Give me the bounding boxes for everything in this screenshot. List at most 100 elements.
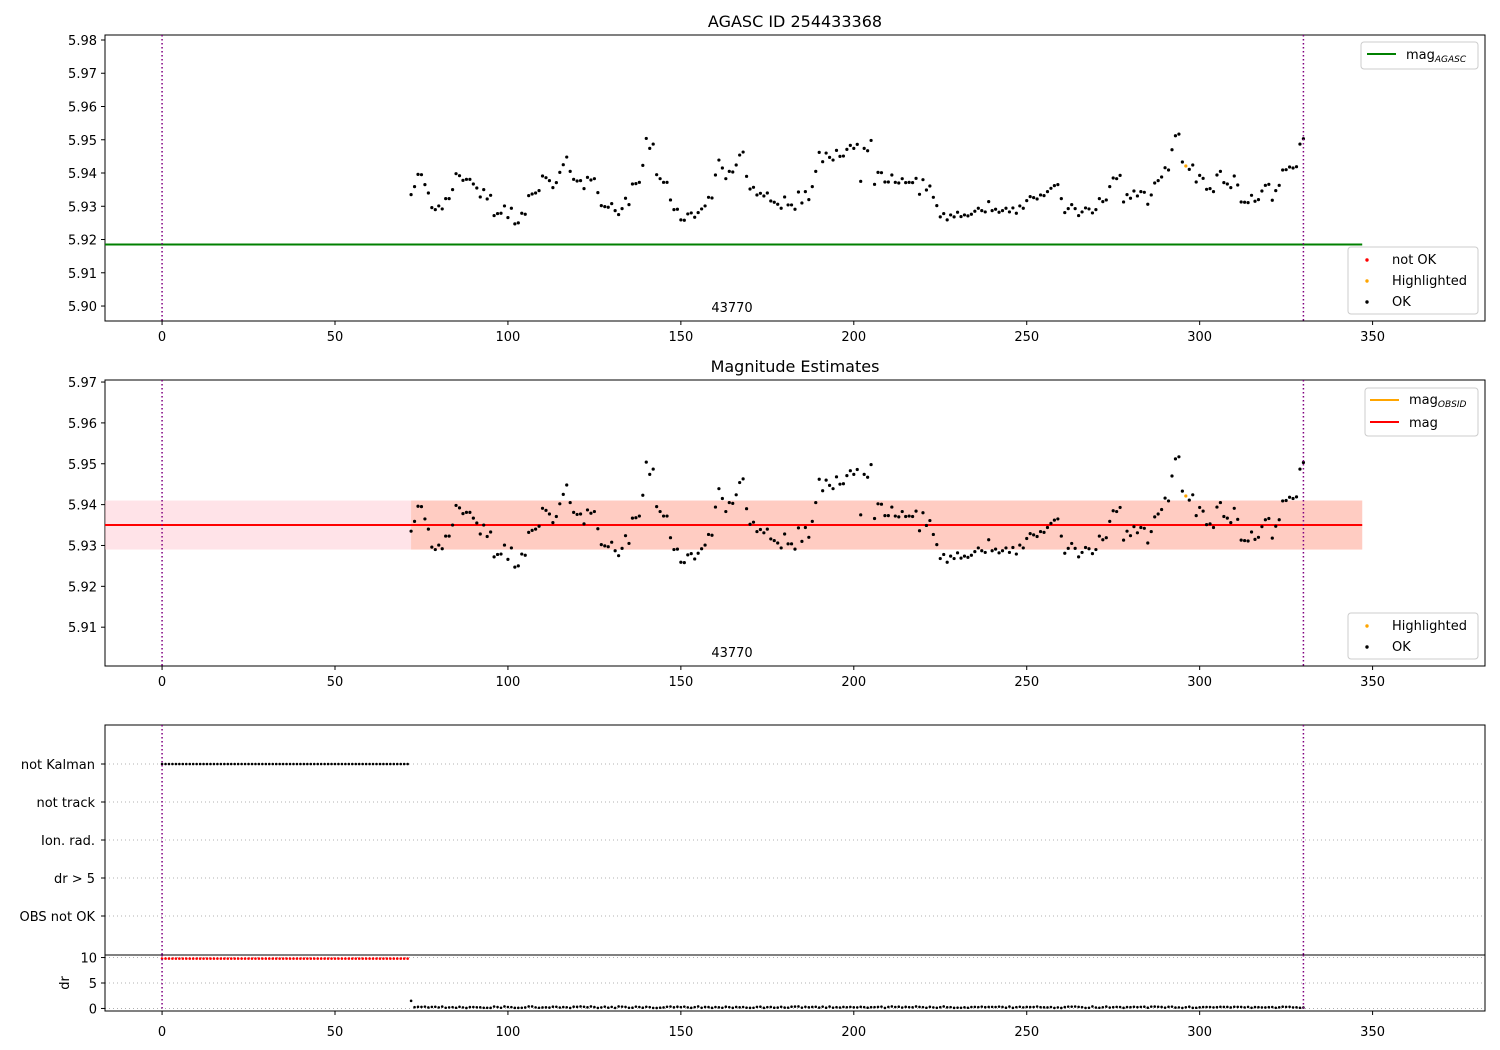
dr-high-point xyxy=(274,957,278,960)
panel2-ok-point xyxy=(516,564,520,568)
panel2-xtick-label: 250 xyxy=(1014,675,1039,690)
panel1-ok-point xyxy=(1177,132,1181,136)
dr-high-point xyxy=(167,957,171,960)
dr-point xyxy=(1004,1006,1008,1009)
dr-point xyxy=(1229,1006,1233,1009)
panel2-ok-point xyxy=(1163,496,1167,500)
dr-point xyxy=(527,1005,530,1008)
dr-point xyxy=(1243,1006,1246,1009)
dr-point xyxy=(1187,1005,1191,1009)
dr-point xyxy=(831,1006,835,1009)
panel1-ok-point xyxy=(523,212,527,216)
panel2-ok-point xyxy=(1070,541,1074,546)
panel1-ok-point xyxy=(547,179,552,183)
panel2-ok-point xyxy=(834,475,839,479)
panel1-ytick-label: 5.97 xyxy=(68,67,97,82)
dr-high-point xyxy=(357,957,361,960)
panel2-ok-point xyxy=(976,546,980,550)
panel1-ok-point xyxy=(935,204,939,208)
dr-point xyxy=(468,1005,472,1009)
not-kalman-flag-point xyxy=(219,762,223,766)
dr-high-point xyxy=(312,957,316,960)
dr-point xyxy=(997,1005,1001,1008)
not-kalman-flag-point xyxy=(205,762,209,766)
dr-point xyxy=(1219,1005,1222,1009)
panel1-ok-point xyxy=(1249,193,1254,197)
dr-point xyxy=(1250,1006,1253,1010)
panel1-ok-point xyxy=(561,163,565,167)
dr-point xyxy=(1212,1006,1215,1009)
panel2-ok-point xyxy=(502,543,507,547)
not-kalman-flag-point xyxy=(309,762,313,766)
panel2-ok-point xyxy=(924,523,929,528)
panel1-xtick-label: 200 xyxy=(841,330,866,345)
dr-high-point xyxy=(216,957,219,960)
not-kalman-flag-point xyxy=(340,762,344,766)
dr-point xyxy=(727,1005,731,1009)
panel1-ok-point xyxy=(1111,176,1115,180)
dr-point xyxy=(1274,1006,1278,1010)
panel2-ok-point xyxy=(831,487,835,491)
panel1-ok-point xyxy=(1229,186,1233,190)
dr-point xyxy=(572,1005,575,1009)
panel2-ok-point xyxy=(468,510,472,514)
panel2-marks xyxy=(105,380,1363,666)
panel2-ok-point xyxy=(544,508,548,512)
panel1-ytick-label: 5.92 xyxy=(68,234,97,249)
panel1-ok-point xyxy=(419,173,424,177)
panel1-ok-point xyxy=(568,169,572,173)
panel1-title: AGASC ID 254433368 xyxy=(708,12,882,31)
panel1-ok-point xyxy=(893,180,897,184)
panel1-ok-point xyxy=(990,208,994,213)
panel2-ok-point xyxy=(765,527,769,531)
panel2-ok-point xyxy=(741,477,745,481)
panel2-ok-point xyxy=(1004,546,1008,550)
dr-point xyxy=(1080,1005,1084,1009)
panel1-ok-point xyxy=(534,191,538,195)
dr-point xyxy=(561,1005,565,1009)
panel2-ok-point xyxy=(866,475,870,479)
dr-point xyxy=(821,1005,824,1008)
panel2-ok-point xyxy=(1253,537,1257,541)
panel2-ok-point xyxy=(457,506,462,510)
panel2-ok-point xyxy=(713,505,718,509)
panel1-ok-point xyxy=(1066,206,1070,211)
dr-high-point xyxy=(350,957,354,960)
panel1-ok-point xyxy=(582,187,586,191)
dr-point xyxy=(883,1006,887,1010)
panel1-ok-point xyxy=(1007,210,1012,214)
dr-high-point xyxy=(309,957,313,960)
panel1-ok-point xyxy=(641,163,645,167)
dr-point xyxy=(755,1005,759,1009)
panel2-ok-point xyxy=(471,516,475,520)
dr-point xyxy=(523,1006,527,1009)
panel1-ok-point xyxy=(1166,168,1171,172)
panel1-ok-point xyxy=(492,213,496,218)
dr-point xyxy=(980,1005,984,1008)
panel1-ok-point xyxy=(1097,197,1101,201)
panel1-ok-point xyxy=(710,196,714,200)
panel2-ok-point xyxy=(585,508,590,512)
dr-point xyxy=(593,1005,596,1009)
dr-point xyxy=(409,999,413,1003)
panel2-xtick-label: 100 xyxy=(496,675,521,690)
panel1-ok-point xyxy=(464,177,469,181)
dr-point xyxy=(949,1005,952,1009)
panel2-ok-point xyxy=(1249,530,1254,534)
panel1-ok-point xyxy=(876,170,880,174)
panel1-ok-point xyxy=(637,180,641,184)
not-kalman-flag-point xyxy=(354,762,358,766)
dr-point xyxy=(558,1006,562,1009)
panel1-ok-point xyxy=(468,177,472,181)
panel4-xtick-label: 300 xyxy=(1187,1025,1212,1040)
panel1-ok-point xyxy=(1059,197,1063,201)
dr-high-point xyxy=(399,957,403,960)
panel1-ok-point xyxy=(544,176,548,180)
panel1-ok-point xyxy=(495,211,500,216)
dr-point xyxy=(779,1005,783,1009)
panel1-ok-point xyxy=(772,200,776,204)
panel1-legend-points: not OK Highlighted OK xyxy=(1347,246,1479,315)
panel2-ok-point xyxy=(450,523,455,527)
panel2-ok-point xyxy=(1180,489,1184,493)
panel2-ok-point xyxy=(1142,526,1146,530)
